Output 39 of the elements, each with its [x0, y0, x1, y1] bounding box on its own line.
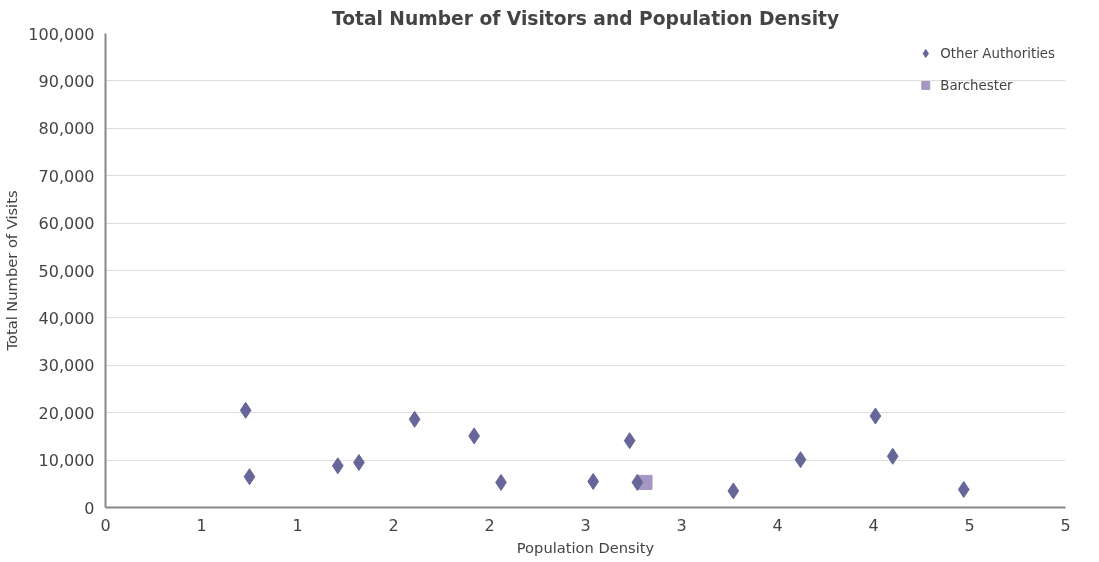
x-tick-label: 3: [676, 515, 687, 535]
y-tick-label: 100,000: [28, 24, 95, 44]
x-tick-label: 2: [388, 515, 399, 535]
y-tick-label: 50,000: [38, 261, 95, 281]
point: [957, 480, 970, 498]
chart-title: Total Number of Visitors and Population Density: [331, 7, 840, 29]
x-tick-label: 1: [292, 515, 303, 535]
y-axis-title: Total Number of Visits: [3, 190, 21, 352]
y-tick-label: 0: [84, 498, 95, 518]
point: [587, 472, 600, 490]
y-tick-label: 30,000: [38, 356, 95, 376]
legend-label: Other Authorities: [940, 45, 1055, 61]
x-tick-label: 3: [580, 515, 591, 535]
point: [794, 451, 807, 469]
point: [243, 468, 256, 486]
point: [239, 401, 252, 419]
x-tick-label: 1: [196, 515, 207, 535]
x-tick-label: 2: [484, 515, 495, 535]
point: [331, 457, 344, 475]
y-tick-label: 90,000: [38, 71, 95, 91]
point: [886, 447, 899, 465]
y-tick-label: 80,000: [38, 119, 95, 139]
x-axis-title: Population Density: [516, 538, 655, 556]
legend-label: Barchester: [940, 77, 1013, 93]
y-tick-label: 40,000: [38, 308, 95, 328]
point: [727, 482, 740, 500]
point: [631, 473, 644, 491]
point: [408, 410, 421, 428]
x-tick-label: 5: [964, 515, 975, 535]
point: [623, 432, 636, 450]
x-tick-label: 0: [100, 515, 111, 535]
y-tick-label: 70,000: [38, 166, 95, 186]
y-tick-label: 20,000: [38, 403, 95, 423]
point: [869, 407, 882, 425]
y-tick-label: 10,000: [38, 451, 95, 471]
x-tick-label: 4: [868, 515, 879, 535]
y-tick-label: 60,000: [38, 214, 95, 234]
x-tick-label: 4: [772, 515, 783, 535]
x-tick-label: 5: [1060, 515, 1071, 535]
